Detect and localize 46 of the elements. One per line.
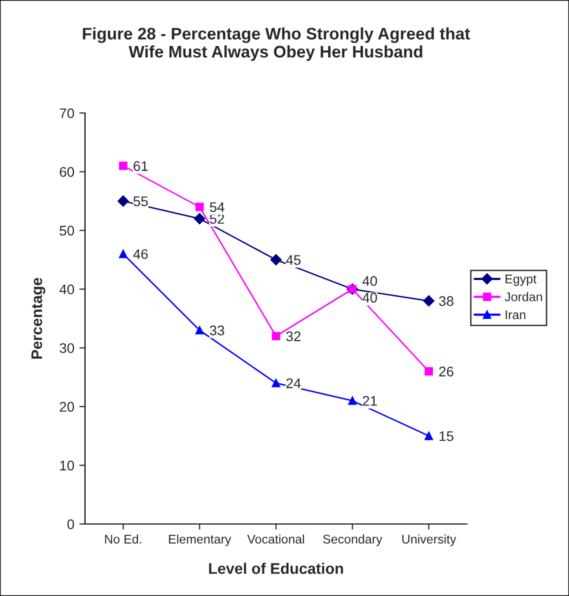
y-tick-label: 20 [60, 402, 74, 412]
x-tick-label: Vocational [247, 534, 304, 544]
point [270, 254, 282, 266]
y-tick-label: 50 [60, 226, 74, 236]
point [272, 378, 280, 388]
y-axis-title: Percentage [32, 278, 46, 359]
data-label: 54 [210, 202, 224, 212]
data-label: 40 [362, 292, 378, 303]
legend-label: Iran [506, 310, 526, 320]
y-tick-label: 30 [60, 343, 74, 354]
data-label: 32 [286, 331, 300, 342]
y-tick-label: 10 [60, 460, 74, 470]
data-label: 21 [362, 396, 377, 406]
x-tick-label: Elementary [169, 534, 232, 546]
data-label: 26 [439, 366, 454, 376]
legend-label: Jordan [504, 292, 542, 302]
y-tick-label: 0 [67, 519, 74, 530]
point [424, 367, 433, 376]
data-label: 46 [133, 249, 148, 260]
x-tick-label: Secondary [323, 534, 382, 546]
data-label: 45 [286, 255, 301, 265]
point [118, 195, 129, 207]
data-label: 15 [440, 431, 454, 442]
point [119, 250, 128, 258]
point [195, 202, 204, 212]
point [272, 332, 280, 340]
y-tick-label: 70 [60, 108, 74, 118]
point [194, 213, 206, 224]
data-label: 40 [362, 276, 378, 286]
point [423, 295, 434, 306]
point [195, 326, 204, 334]
data-label: 38 [439, 296, 454, 306]
y-tick-label: 40 [59, 284, 74, 294]
data-label: 24 [286, 378, 301, 388]
x-tick-label: No Ed. [105, 534, 142, 544]
data-label: 61 [134, 161, 148, 171]
x-axis-title: Level of Education [209, 562, 343, 574]
point [119, 162, 128, 170]
point [424, 432, 433, 440]
y-tick-label: 60 [60, 167, 74, 177]
x-tick-label: University [402, 534, 456, 546]
data-label: 55 [133, 196, 148, 206]
data-label: 33 [210, 326, 224, 336]
legend-label: Egypt [506, 274, 536, 286]
chart-title: Figure 28 - Percentage Who Strongly Agreed that Wife Must Always Obey Her Husband [82, 27, 470, 61]
point [348, 396, 357, 405]
